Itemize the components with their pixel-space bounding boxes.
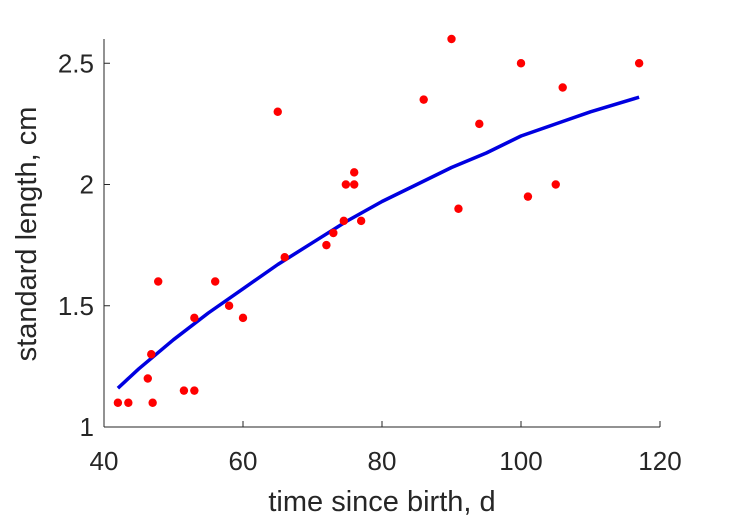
data-point	[447, 34, 456, 44]
y-tick-label: 1	[80, 412, 94, 442]
data-point	[238, 313, 248, 323]
x-tick-label: 60	[229, 446, 258, 476]
data-point	[475, 119, 484, 129]
data-point	[419, 95, 428, 104]
data-point	[280, 253, 289, 262]
chart-axes	[103, 39, 660, 428]
data-point	[523, 192, 533, 201]
data-point	[124, 398, 133, 407]
data-point	[558, 83, 567, 92]
y-tick-label: 2	[80, 170, 94, 200]
data-point	[148, 398, 157, 407]
fit-curve-layer	[116, 95, 640, 390]
data-point	[634, 59, 644, 68]
data-point	[190, 313, 199, 323]
x-tick-label: 120	[638, 446, 681, 476]
data-point	[350, 180, 359, 189]
ticks-layer: 40 60 80 100 120 1 1.5 2 2.5	[58, 48, 682, 476]
data-point	[273, 107, 282, 116]
x-axis-label: time since birth, d	[268, 486, 495, 518]
data-point	[350, 168, 359, 177]
x-tick-label: 80	[368, 446, 397, 476]
x-tick-label: 40	[90, 446, 119, 476]
data-point	[179, 386, 189, 395]
y-tick-label: 2.5	[58, 48, 94, 78]
y-tick-label: 1.5	[58, 291, 94, 321]
data-point	[113, 398, 123, 407]
data-point	[341, 180, 351, 189]
data-point	[211, 277, 220, 286]
fit-curve-line	[116, 95, 640, 390]
x-tick-label: 100	[499, 446, 542, 476]
data-point	[454, 204, 463, 213]
data-point	[516, 59, 526, 68]
y-axis-label: standard length, cm	[11, 107, 43, 362]
data-point	[551, 180, 560, 189]
scatter-points-layer	[113, 34, 644, 407]
data-point	[143, 374, 152, 383]
data-point	[154, 277, 163, 286]
data-point	[224, 301, 234, 310]
data-point	[190, 386, 199, 395]
data-point	[147, 350, 156, 359]
data-point	[339, 216, 348, 226]
data-point	[329, 228, 338, 238]
data-point	[322, 240, 331, 250]
data-point	[356, 216, 366, 226]
